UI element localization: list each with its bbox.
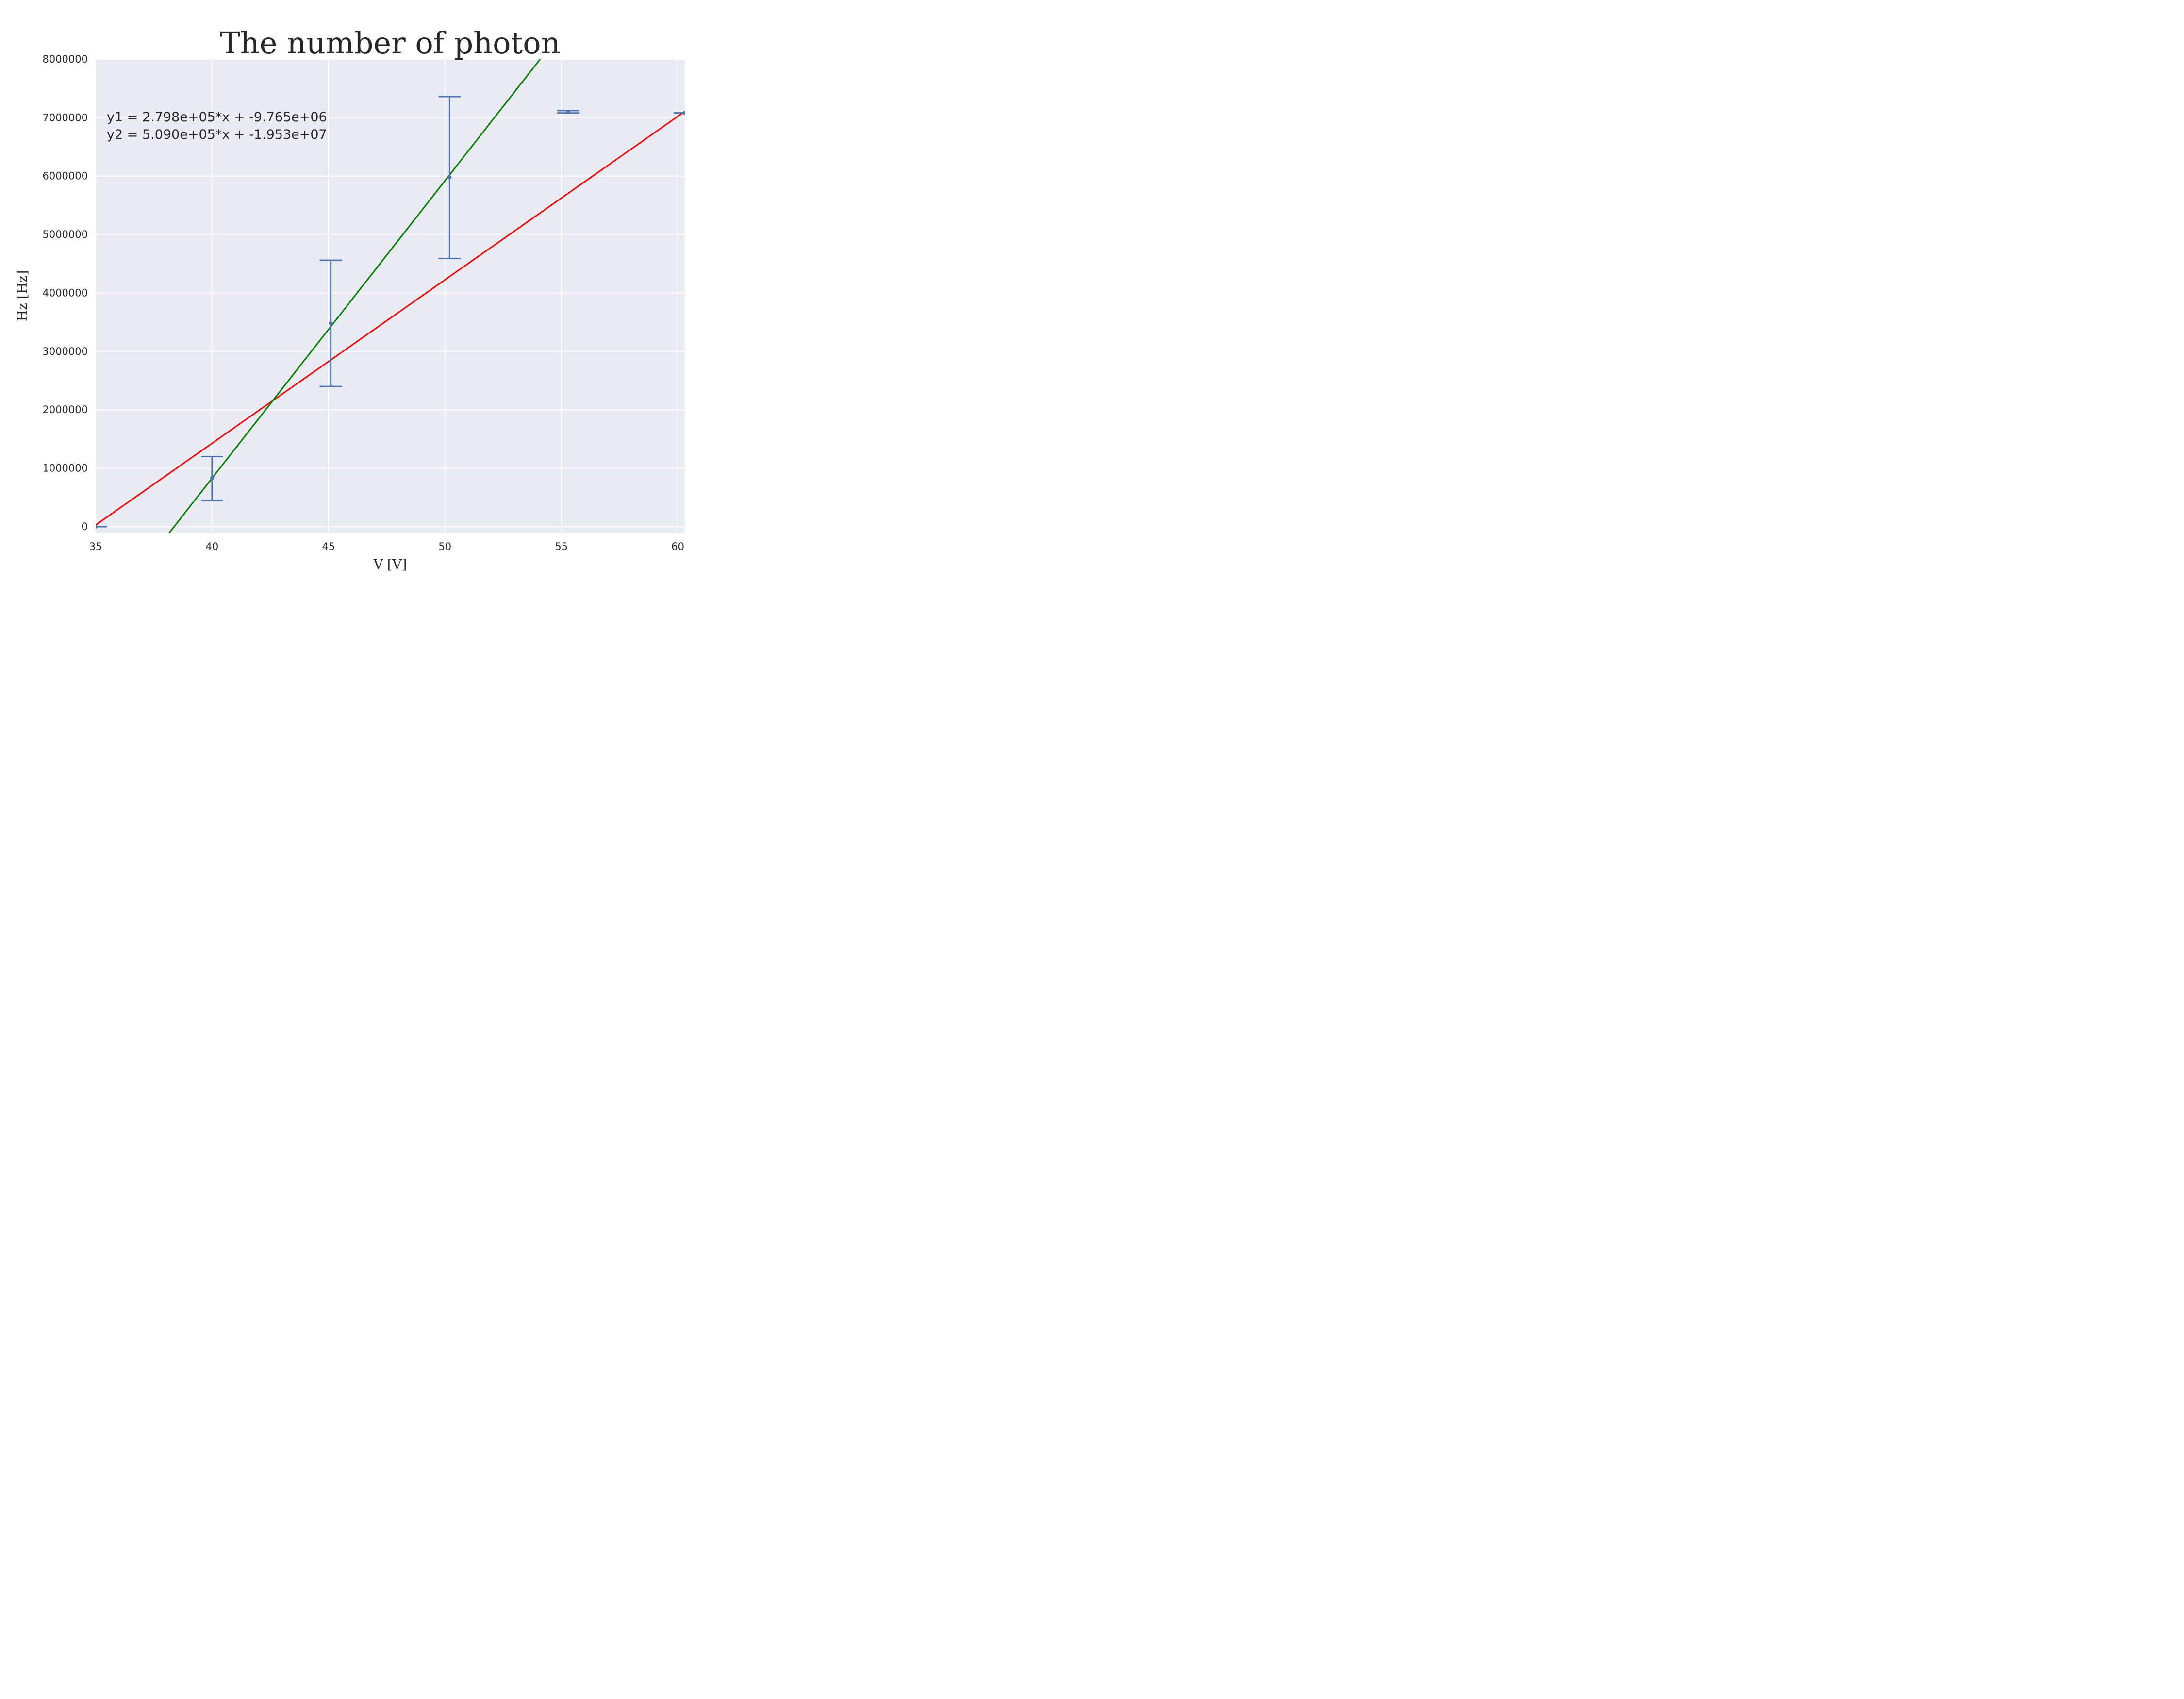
plot-background — [96, 59, 685, 533]
x-tick-label: 55 — [555, 541, 568, 552]
y-tick-label: 7000000 — [42, 112, 88, 123]
x-tick-label: 35 — [89, 541, 102, 552]
plot-area — [96, 59, 685, 533]
chart: 35 40 45 50 55 60 0 1000000 2000000 3000000 400000… — [15, 25, 685, 572]
y-tick-label: 4000000 — [42, 287, 88, 299]
fit-line-2 — [168, 59, 541, 533]
fit-line-1 — [96, 111, 685, 526]
data-point — [96, 524, 98, 529]
tick-labels: 35 40 45 50 55 60 0 1000000 2000000 3000000 400000… — [42, 53, 684, 552]
y-tick-label: 2000000 — [42, 404, 88, 416]
y-tick-label: 6000000 — [42, 170, 88, 182]
x-tick-label: 60 — [671, 541, 684, 552]
chart-title: The number of photon — [220, 25, 560, 61]
y-tick-label: 1000000 — [42, 463, 88, 474]
grid — [95, 59, 685, 533]
series-layer — [96, 59, 685, 533]
fit-equation-y1: y1 = 2.798e+05*x + -9.765e+06 — [107, 110, 327, 125]
x-tick-label: 50 — [438, 541, 451, 552]
data-point — [329, 321, 333, 326]
y-tick-label: 8000000 — [42, 53, 88, 65]
y-tick-label: 0 — [82, 521, 88, 533]
data-point — [447, 175, 452, 180]
data-point — [210, 476, 214, 481]
fit-equation-y2: y2 = 5.090e+05*x + -1.953e+07 — [107, 127, 327, 142]
y-axis-label: Hz [Hz] — [15, 270, 30, 321]
series-clipped — [96, 59, 685, 533]
x-tick-label: 45 — [322, 541, 335, 552]
y-tick-label: 5000000 — [42, 229, 88, 240]
data-point — [683, 111, 685, 115]
x-tick-label: 40 — [206, 541, 219, 552]
data-point — [566, 110, 571, 114]
y-tick-label: 3000000 — [42, 346, 88, 357]
x-axis-label: V [V] — [373, 557, 407, 572]
